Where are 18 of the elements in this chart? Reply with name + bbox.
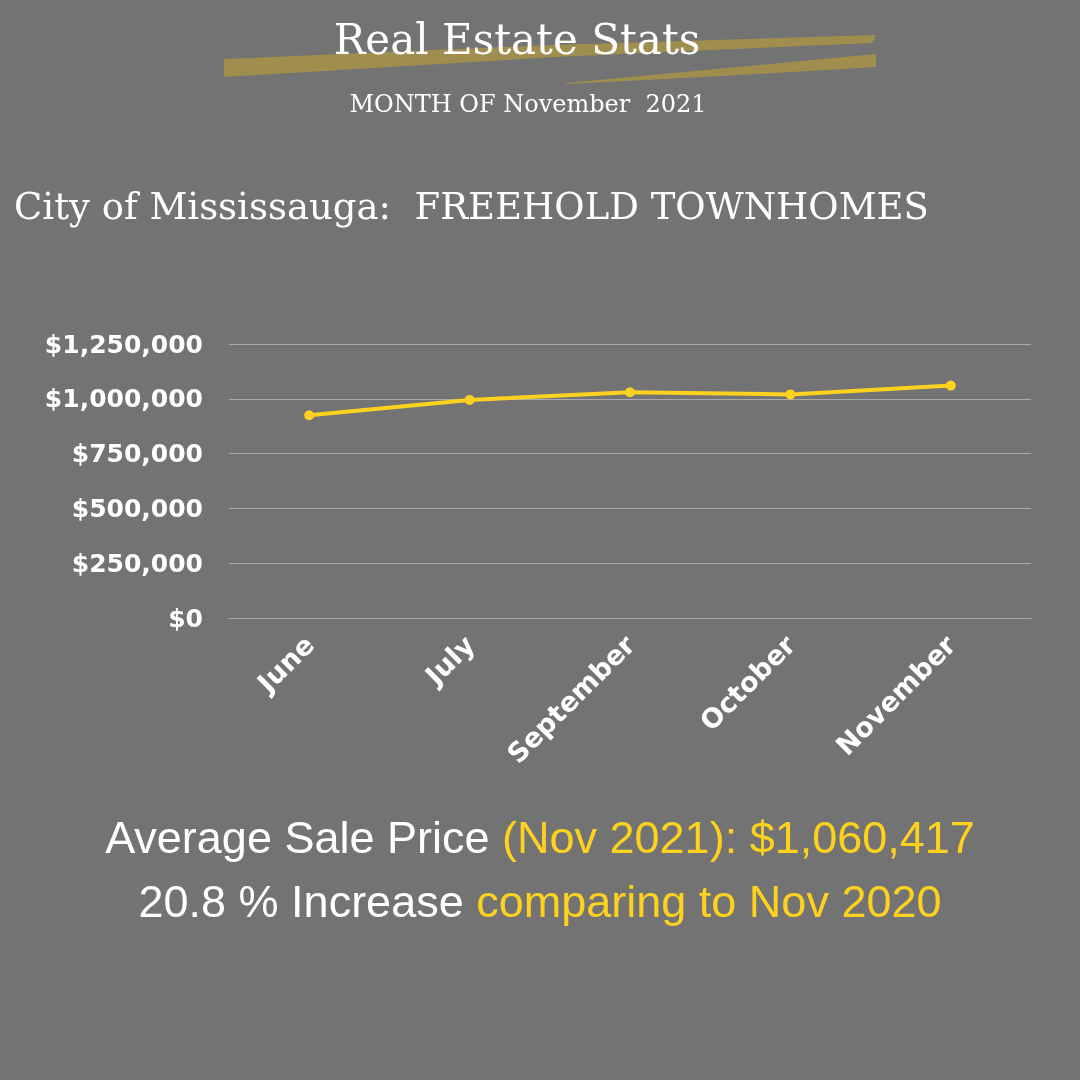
y-tick-label: $250,000	[71, 548, 203, 578]
y-tick-label: $1,000,000	[44, 384, 203, 414]
y-tick-label: $1,250,000	[44, 329, 203, 359]
text: Average Sale Price	[105, 812, 490, 863]
point	[304, 410, 315, 421]
point	[785, 389, 796, 400]
point	[945, 380, 956, 391]
text: 20.8 % Increase	[138, 876, 464, 927]
y-tick-label: $500,000	[71, 493, 203, 523]
point	[625, 387, 635, 398]
point	[464, 394, 475, 405]
y-tick-label: $750,000	[71, 439, 203, 469]
text: (Nov 2021): $1,060,417	[502, 812, 975, 863]
chart-title: Real Estate Stats	[332, 15, 702, 64]
text: City of Mississauga: FREEHOLD TOWNHOMES	[14, 185, 929, 228]
chart-subtitle: MONTH OF November 2021	[348, 90, 708, 118]
y-tick-label: $0	[168, 603, 203, 633]
text: comparing to Nov 2020	[476, 876, 942, 927]
